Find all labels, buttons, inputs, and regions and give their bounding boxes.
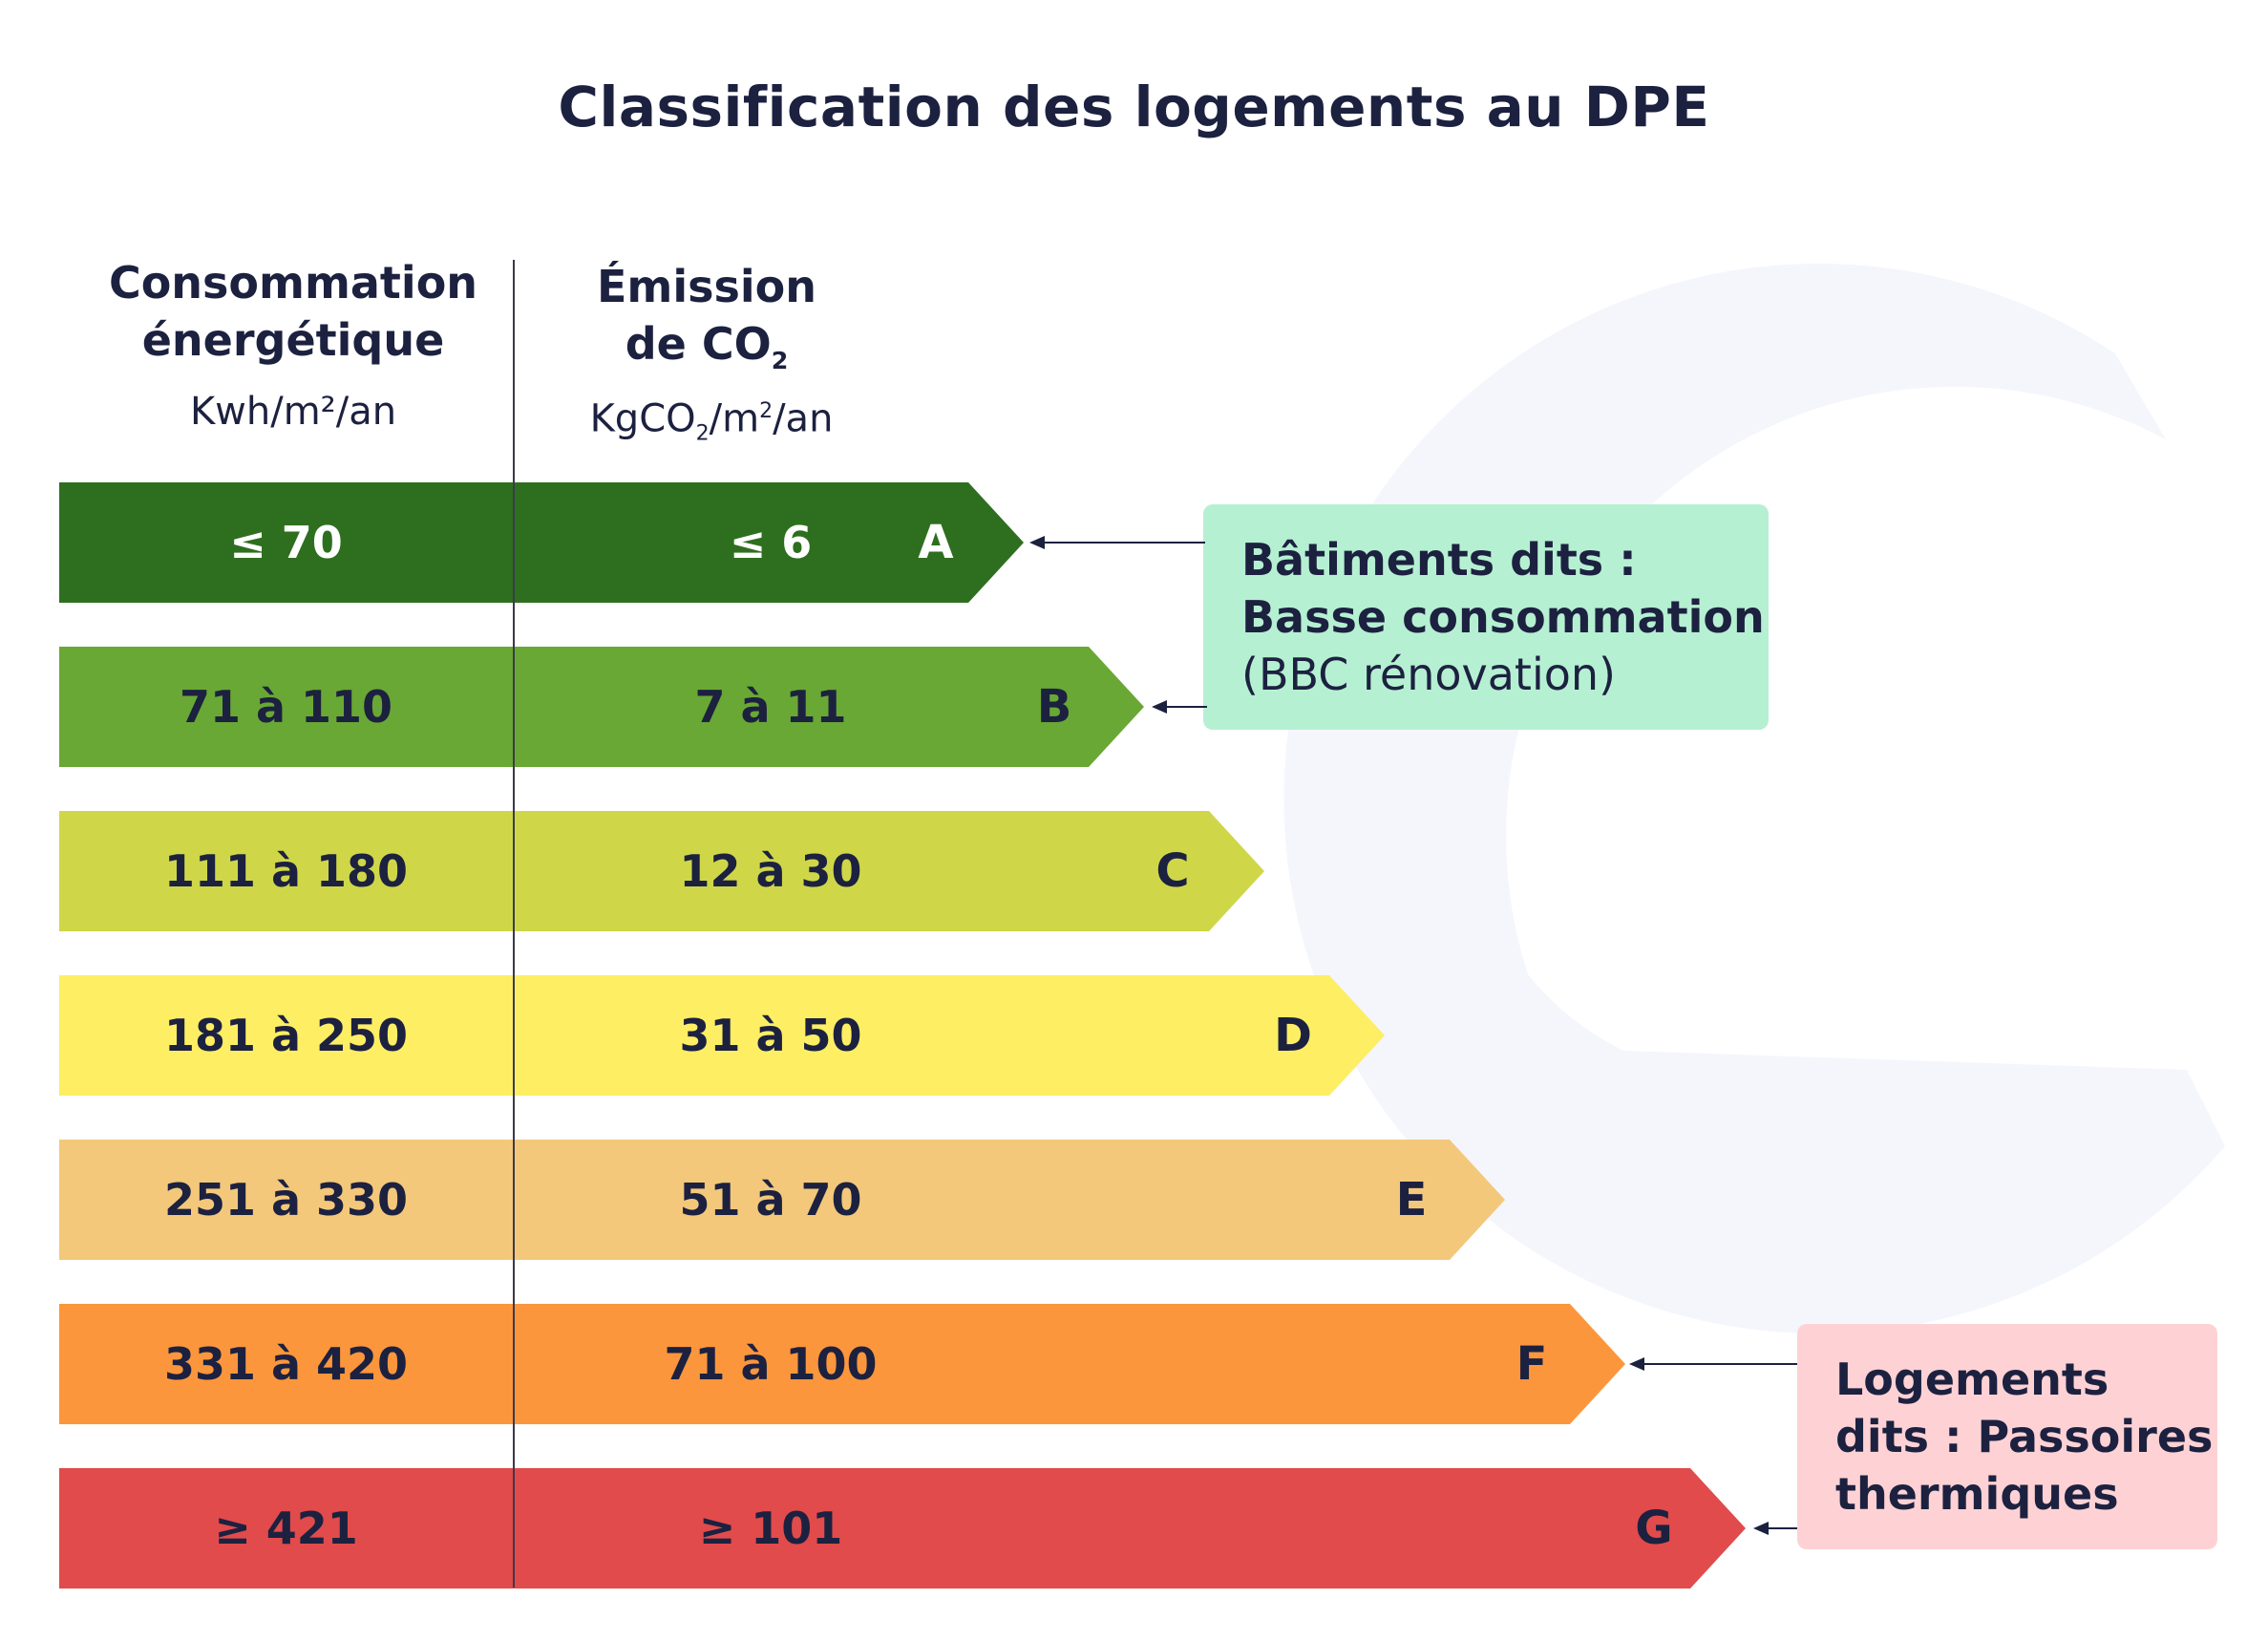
co2-unit: KgCO2/m2/an	[589, 396, 834, 446]
class-b-energy-value: 71 à 110	[179, 681, 393, 733]
class-c-letter: C	[1155, 844, 1190, 898]
energy-heading-line1: Consommation	[108, 257, 478, 309]
class-bar-f-shape	[59, 1304, 1625, 1424]
callout-passoires-line3: thermiques	[1835, 1468, 2119, 1520]
class-a-letter: A	[918, 516, 954, 569]
class-e-letter: E	[1395, 1173, 1428, 1226]
callout-bbc: Bâtiments dits : Basse consommation (BBC…	[1203, 504, 1769, 730]
callout-bbc-line1: Bâtiments dits :	[1241, 534, 1637, 586]
energy-column-heading: Consommation énergétique	[59, 254, 527, 369]
class-b-letter: B	[1036, 680, 1072, 734]
energy-unit: Kwh/m²/an	[189, 390, 397, 434]
class-g-letter: G	[1635, 1502, 1673, 1555]
class-f-energy-value: 331 à 420	[163, 1338, 409, 1390]
callout-passoires-line2: dits : Passoires	[1835, 1411, 2214, 1462]
class-bar-d-shape	[59, 975, 1385, 1096]
class-bar-c-shape	[59, 811, 1264, 931]
class-bar-b-shape	[59, 647, 1144, 767]
energy-heading-line2: énergétique	[141, 314, 445, 366]
class-b-co2-value: 7 à 11	[694, 681, 847, 733]
class-g-co2-value: ≥ 101	[698, 1503, 843, 1554]
class-d-letter: D	[1274, 1009, 1312, 1062]
arrow-to-class-f	[1629, 1357, 1797, 1371]
arrow-to-class-g	[1753, 1522, 1797, 1535]
class-g-energy-value: ≥ 421	[214, 1503, 358, 1554]
class-d-energy-value: 181 à 250	[163, 1010, 409, 1061]
callout-bbc-line2: Basse consommation	[1241, 591, 1765, 643]
class-a-co2-value: ≤ 6	[729, 517, 813, 568]
arrow-to-class-b	[1152, 700, 1207, 714]
class-bar-a-shape	[59, 482, 1024, 603]
class-f-letter: F	[1516, 1337, 1548, 1391]
class-bar-g-shape	[59, 1468, 1746, 1589]
class-e-energy-value: 251 à 330	[163, 1174, 409, 1226]
class-d-co2-value: 31 à 50	[679, 1010, 862, 1061]
co2-column-heading: Émission de CO2	[535, 258, 879, 390]
class-bar-e-shape	[59, 1140, 1505, 1260]
class-c-co2-value: 12 à 30	[679, 845, 862, 897]
co2-heading-line2: de CO2	[625, 318, 789, 375]
callout-bbc-line3: (BBC rénovation)	[1241, 649, 1616, 700]
arrow-to-class-a	[1029, 536, 1205, 549]
page-title: Classification des logements au DPE	[558, 75, 1710, 139]
callout-passoires: Logements dits : Passoires thermiques	[1797, 1324, 2217, 1549]
class-e-co2-value: 51 à 70	[679, 1174, 862, 1226]
callout-passoires-line1: Logements	[1835, 1354, 2109, 1405]
class-f-co2-value: 71 à 100	[664, 1338, 878, 1390]
co2-heading-line1: Émission	[597, 261, 816, 312]
column-divider	[513, 260, 515, 1588]
class-c-energy-value: 111 à 180	[163, 845, 409, 897]
class-a-energy-value: ≤ 70	[229, 517, 343, 568]
